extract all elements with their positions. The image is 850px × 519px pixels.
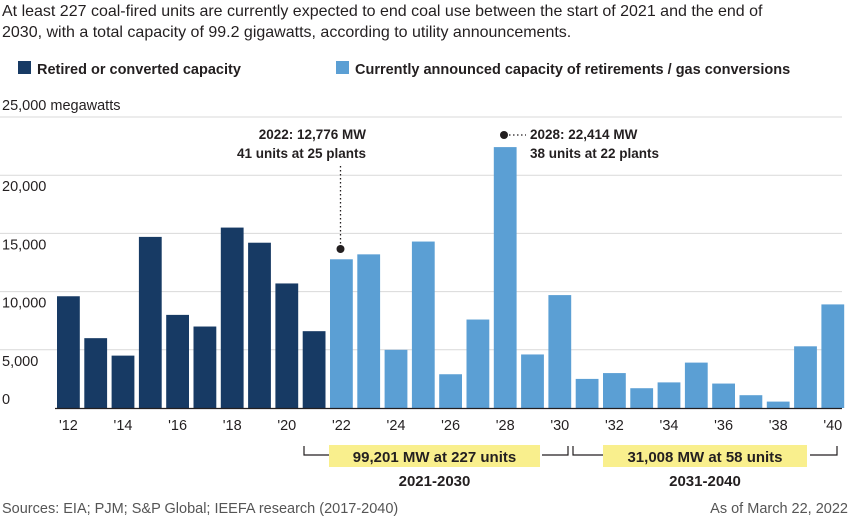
summary-2031-2040: 31,008 MW at 58 units 2031-2040 [572, 445, 838, 490]
bracket-left-2031-2040 [572, 446, 603, 456]
summary-highlight-2021-2030 [329, 445, 540, 467]
footer-date: As of March 22, 2022 [710, 501, 848, 517]
bar-2012 [57, 296, 80, 408]
x-tick-label: '28 [496, 418, 515, 434]
bar-2013 [84, 338, 108, 408]
legend-swatch-retired [18, 61, 31, 74]
x-tick-label: '26 [441, 418, 460, 434]
annotation-2022-dot [336, 245, 345, 253]
x-tick-label: '16 [168, 418, 187, 434]
x-axis-ticks: '12 '14 '16 '18 '20 '22 '24 '26 '28 '30 '32 '34 '36 '… [59, 418, 842, 434]
annotation-2022-line-2: 41 units at 25 plants [237, 146, 366, 161]
bar-2038 [766, 401, 790, 408]
bar-2025 [411, 241, 435, 408]
legend-swatch-announced [336, 61, 349, 74]
summary-period-2031-2040: 2031-2040 [669, 473, 741, 490]
annotation-2022: 2022: 12,776 MW 41 units at 25 plants [237, 127, 366, 253]
legend-label-announced: Currently announced capacity of retireme… [355, 62, 790, 78]
bar-2037 [739, 395, 763, 408]
bar-2017 [193, 326, 217, 408]
annotation-2022-line-1: 2022: 12,776 MW [259, 127, 367, 142]
x-tick-label: '18 [223, 418, 242, 434]
bar-2035 [684, 362, 708, 408]
y-tick-label: 5,000 [2, 354, 38, 370]
y-tick-label: 10,000 [2, 296, 46, 312]
bar-2021 [302, 331, 326, 408]
bracket-left-2021-2030 [303, 446, 329, 456]
bar-2020 [275, 283, 299, 408]
bar-2032 [603, 373, 626, 408]
x-tick-label: '40 [823, 418, 842, 434]
bar-2040 [821, 304, 845, 408]
x-tick-label: '36 [714, 418, 733, 434]
x-tick-label: '14 [114, 418, 133, 434]
summary-period-2021-2030: 2021-2030 [399, 473, 471, 490]
bar-2029 [521, 354, 544, 408]
bracket-right-2031-2040 [810, 446, 838, 456]
bar-2019 [248, 242, 271, 408]
bar-2031 [575, 378, 599, 408]
bar-2016 [166, 314, 189, 408]
bars [57, 147, 845, 408]
y-tick-label: 0 [2, 392, 10, 408]
x-tick-label: '30 [550, 418, 569, 434]
y-axis-unit-label: 25,000 megawatts [2, 98, 121, 114]
x-tick-label: '12 [59, 418, 78, 434]
x-tick-label: '20 [277, 418, 296, 434]
bar-2015 [138, 236, 162, 408]
bar-2027 [466, 319, 490, 408]
y-tick-label: 15,000 [2, 237, 46, 253]
y-tick-label: 20,000 [2, 179, 46, 195]
summary-value-2021-2030: 99,201 MW at 227 units [353, 449, 516, 466]
chart-title-line-2: 2030, with a total capacity of 99.2 giga… [2, 24, 571, 41]
summary-highlight-2031-2040 [603, 445, 807, 467]
x-tick-label: '22 [332, 418, 351, 434]
annotation-2028-line-1: 2028: 22,414 MW [530, 127, 638, 142]
bar-2034 [657, 382, 681, 408]
bar-2036 [712, 383, 735, 408]
bar-2026 [439, 374, 462, 408]
legend-label-retired: Retired or converted capacity [37, 62, 241, 78]
bar-2018 [220, 227, 244, 408]
summary-2021-2030: 99,201 MW at 227 units 2021-2030 [303, 445, 569, 490]
annotation-2028-dot [500, 131, 508, 139]
x-tick-label: '38 [769, 418, 788, 434]
footer-sources: Sources: EIA; PJM; S&P Global; IEEFA res… [2, 501, 398, 517]
bar-2014 [111, 355, 135, 408]
bar-2023 [357, 254, 381, 408]
annotation-2028-line-2: 38 units at 22 plants [530, 146, 659, 161]
annotation-2028: 2028: 22,414 MW 38 units at 22 plants [500, 127, 659, 161]
x-tick-label: '24 [387, 418, 406, 434]
summary-value-2031-2040: 31,008 MW at 58 units [627, 449, 782, 466]
bar-2028 [493, 147, 517, 408]
x-tick-label: '32 [605, 418, 624, 434]
bar-2022 [330, 259, 353, 408]
bar-2039 [794, 346, 817, 408]
y-axis-ticks: 0 5,000 10,000 15,000 20,000 [2, 179, 46, 408]
chart-title-line-1: At least 227 coal-fired units are curren… [2, 3, 763, 20]
bar-2024 [384, 349, 408, 408]
bar-2030 [548, 295, 572, 408]
bar-2033 [630, 388, 654, 408]
bracket-right-2021-2030 [542, 446, 569, 456]
x-tick-label: '34 [660, 418, 679, 434]
